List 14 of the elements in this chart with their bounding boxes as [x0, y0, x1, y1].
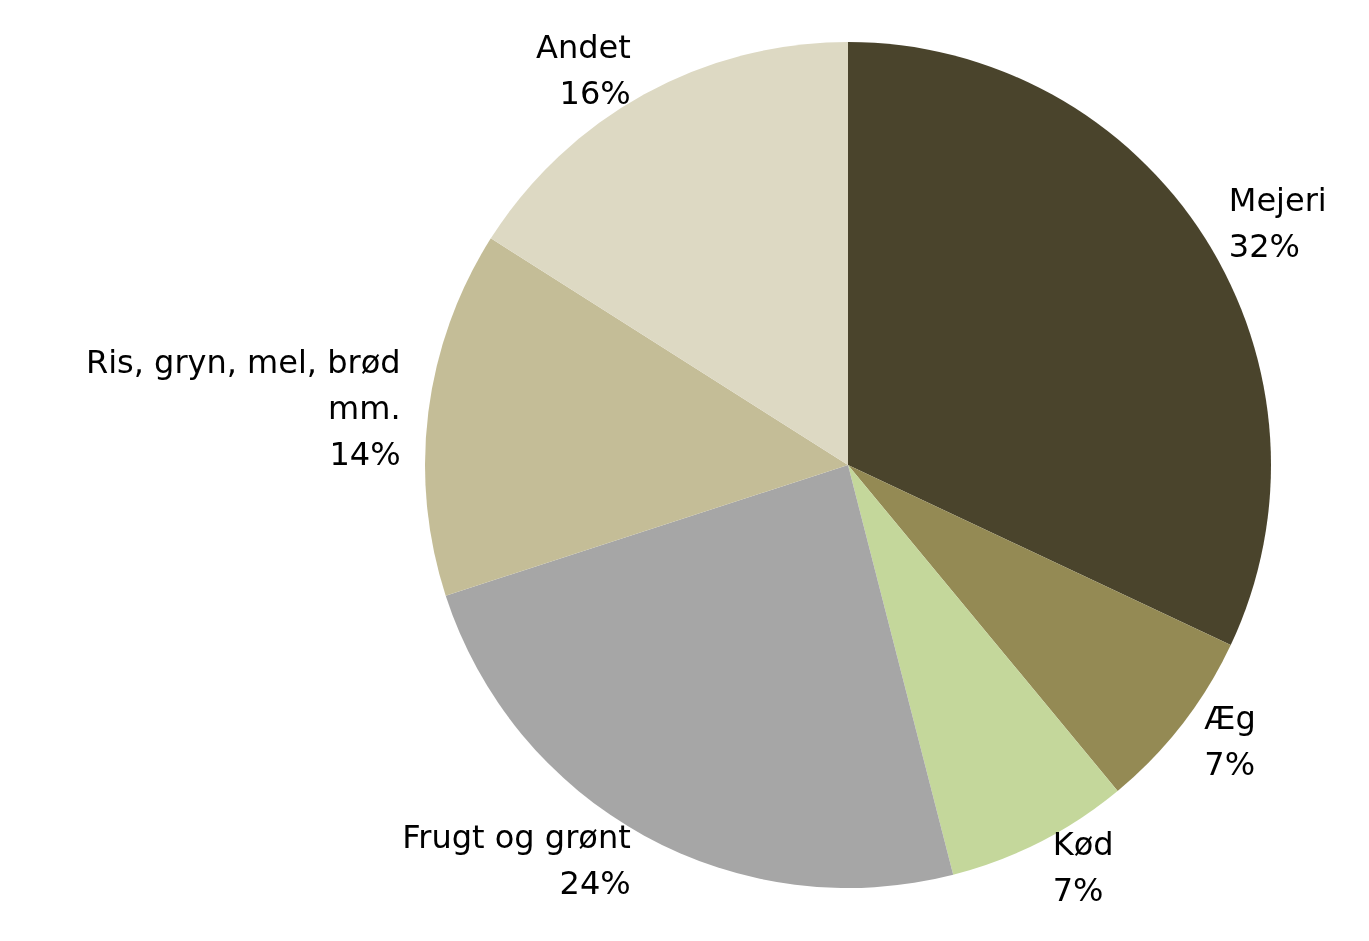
slice-label: Kød — [1052, 824, 1114, 863]
pie-slice — [848, 465, 1118, 875]
slice-label: Frugt og grønt — [402, 818, 631, 857]
data-label: 24% — [559, 864, 631, 903]
data-label: 16% — [559, 73, 631, 112]
slice-label: Ris, gryn, mel, brød mm. — [85, 343, 401, 428]
data-label: 14% — [329, 435, 401, 474]
data-label: 7% — [1204, 745, 1256, 784]
slice-label: Æg — [1204, 699, 1256, 738]
slice-label: Mejeri — [1228, 181, 1327, 220]
data-label: 32% — [1228, 227, 1300, 266]
slice-label: Andet — [536, 27, 631, 66]
pie-slice — [425, 238, 848, 596]
data-label: 7% — [1052, 870, 1104, 909]
